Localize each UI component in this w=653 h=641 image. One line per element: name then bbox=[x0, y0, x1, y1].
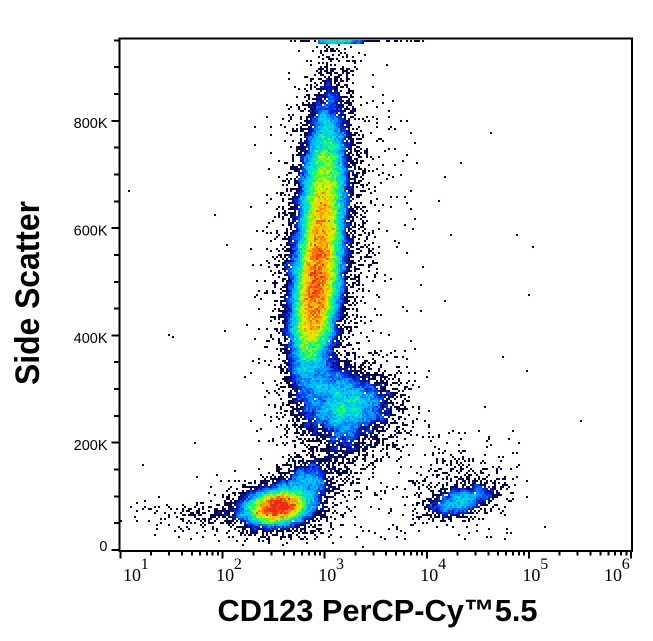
svg-text:10: 10 bbox=[604, 565, 622, 585]
svg-text:10: 10 bbox=[420, 565, 438, 585]
svg-text:2: 2 bbox=[234, 556, 242, 573]
svg-text:200K: 200K bbox=[74, 438, 108, 454]
svg-text:3: 3 bbox=[336, 556, 344, 573]
svg-text:6: 6 bbox=[622, 556, 630, 573]
svg-text:600K: 600K bbox=[74, 224, 108, 240]
svg-text:10: 10 bbox=[522, 565, 540, 585]
svg-text:400K: 400K bbox=[74, 331, 108, 347]
svg-text:1: 1 bbox=[141, 556, 149, 573]
svg-text:5: 5 bbox=[540, 556, 548, 573]
svg-text:4: 4 bbox=[438, 556, 446, 573]
svg-text:10: 10 bbox=[216, 565, 234, 585]
svg-text:10: 10 bbox=[318, 565, 336, 585]
svg-text:0: 0 bbox=[99, 539, 107, 555]
svg-text:CD123 PerCP-Cy™5.5: CD123 PerCP-Cy™5.5 bbox=[218, 593, 538, 628]
svg-text:800K: 800K bbox=[74, 116, 108, 132]
svg-text:10: 10 bbox=[123, 565, 141, 585]
svg-text:Side Scatter: Side Scatter bbox=[9, 201, 47, 385]
